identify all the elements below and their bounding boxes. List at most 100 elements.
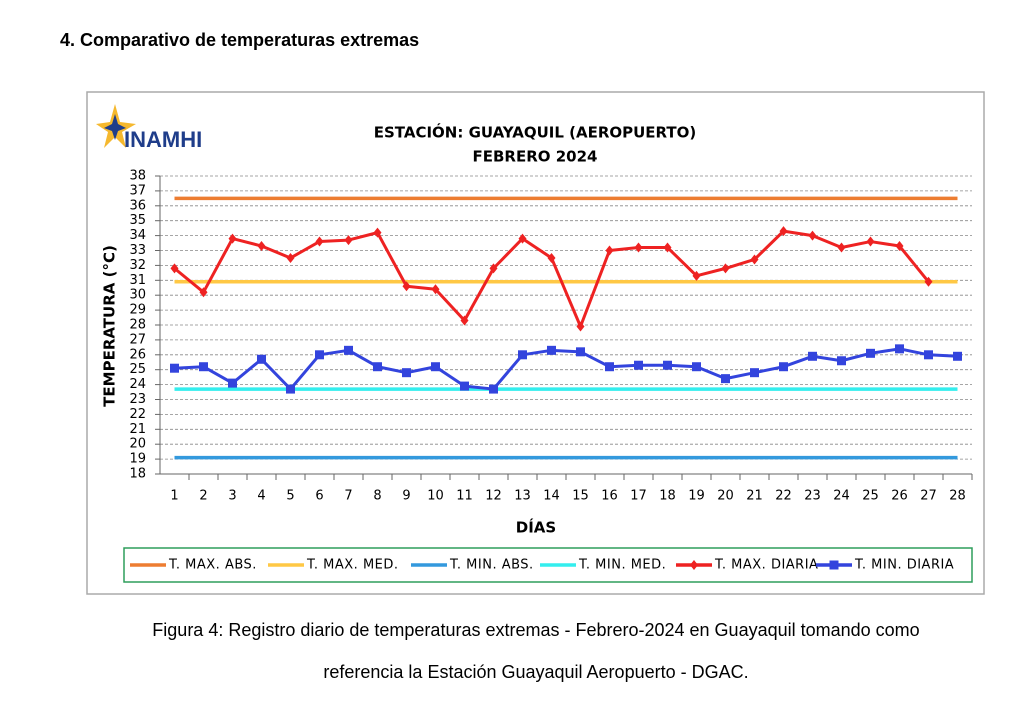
data-point (605, 362, 614, 372)
legend-box (123, 547, 973, 583)
data-point (721, 263, 730, 274)
data-point (692, 362, 701, 372)
y-axis-label: TEMPERATURA (°C) (101, 245, 119, 407)
data-point (373, 362, 382, 372)
y-tick-label: 27 (129, 332, 146, 347)
data-point (953, 351, 962, 361)
data-point (170, 263, 179, 274)
x-tick-label: 9 (402, 489, 410, 504)
data-point (547, 252, 556, 263)
y-tick-label: 31 (129, 273, 146, 288)
data-point (779, 362, 788, 372)
x-tick-label: 26 (891, 489, 908, 504)
x-tick-label: 1 (170, 489, 178, 504)
data-point (750, 368, 759, 378)
x-tick-label: 18 (659, 489, 676, 504)
data-point (576, 321, 585, 332)
y-tick-label: 33 (129, 243, 146, 258)
data-point (779, 226, 788, 237)
x-tick-label: 6 (315, 489, 323, 504)
data-point (199, 287, 208, 298)
data-point (257, 354, 266, 364)
data-point (605, 245, 614, 256)
data-point (431, 284, 440, 295)
x-tick-label: 19 (688, 489, 705, 504)
data-point (895, 241, 904, 252)
legend-label: T. MAX. DIARIA (714, 558, 818, 573)
y-tick-label: 22 (129, 407, 146, 422)
data-point (663, 360, 672, 370)
data-point (866, 348, 875, 358)
y-tick-label: 18 (129, 467, 146, 482)
data-point (315, 236, 324, 247)
data-point (634, 360, 643, 370)
logo-text: INAMHI (124, 127, 202, 152)
data-point (344, 235, 353, 246)
x-tick-label: 11 (456, 489, 473, 504)
data-point (402, 281, 411, 292)
data-point (634, 242, 643, 253)
x-tick-label: 25 (862, 489, 879, 504)
x-tick-label: 28 (949, 489, 966, 504)
caption-line: referencia la Estación Guayaquil Aeropue… (323, 662, 748, 682)
data-point (895, 344, 904, 354)
y-tick-label: 30 (129, 288, 146, 303)
y-tick-label: 29 (129, 303, 146, 318)
x-axis-label: DÍAS (516, 518, 556, 537)
y-tick-label: 28 (129, 318, 146, 333)
data-point (692, 270, 701, 281)
data-point (576, 347, 585, 357)
x-tick-label: 24 (833, 489, 850, 504)
y-tick-label: 25 (129, 362, 146, 377)
x-tick-label: 23 (804, 489, 821, 504)
x-tick-label: 13 (514, 489, 531, 504)
y-tick-label: 23 (129, 392, 146, 407)
legend-marker (690, 560, 698, 570)
x-tick-label: 14 (543, 489, 560, 504)
x-tick-label: 8 (373, 489, 381, 504)
x-tick-label: 27 (920, 489, 937, 504)
data-point (489, 263, 498, 274)
data-point (837, 356, 846, 366)
y-tick-label: 19 (129, 452, 146, 467)
chart-title: ESTACIÓN: GUAYAQUIL (AEROPUERTO) (374, 123, 697, 142)
y-tick-label: 21 (129, 422, 146, 437)
y-tick-label: 36 (129, 198, 146, 213)
x-tick-label: 16 (601, 489, 618, 504)
data-point (344, 345, 353, 355)
data-point (460, 315, 469, 326)
heading: 4. Comparativo de temperaturas extremas (60, 30, 419, 50)
y-tick-label: 20 (129, 437, 146, 452)
data-point (808, 230, 817, 241)
y-tick-label: 34 (129, 228, 146, 243)
data-point (402, 368, 411, 378)
data-point (228, 233, 237, 244)
x-tick-label: 12 (485, 489, 502, 504)
data-point (518, 350, 527, 360)
x-tick-label: 20 (717, 489, 734, 504)
data-point (721, 374, 730, 384)
y-tick-label: 32 (129, 258, 146, 273)
data-point (663, 242, 672, 253)
data-point (315, 350, 324, 360)
data-point (170, 363, 179, 373)
x-tick-label: 3 (228, 489, 236, 504)
y-tick-label: 26 (129, 347, 146, 362)
x-tick-label: 22 (775, 489, 792, 504)
data-point (518, 233, 527, 244)
data-point (257, 241, 266, 252)
data-point (547, 345, 556, 355)
data-point (286, 252, 295, 263)
x-tick-label: 2 (199, 489, 207, 504)
data-point (866, 236, 875, 247)
legend-label: T. MIN. ABS. (449, 558, 534, 573)
data-point (228, 378, 237, 388)
x-tick-label: 21 (746, 489, 763, 504)
legend-marker (829, 560, 839, 570)
data-point (199, 362, 208, 372)
data-point (837, 242, 846, 253)
legend-label: T. MIN. MED. (578, 558, 666, 573)
x-tick-label: 17 (630, 489, 647, 504)
